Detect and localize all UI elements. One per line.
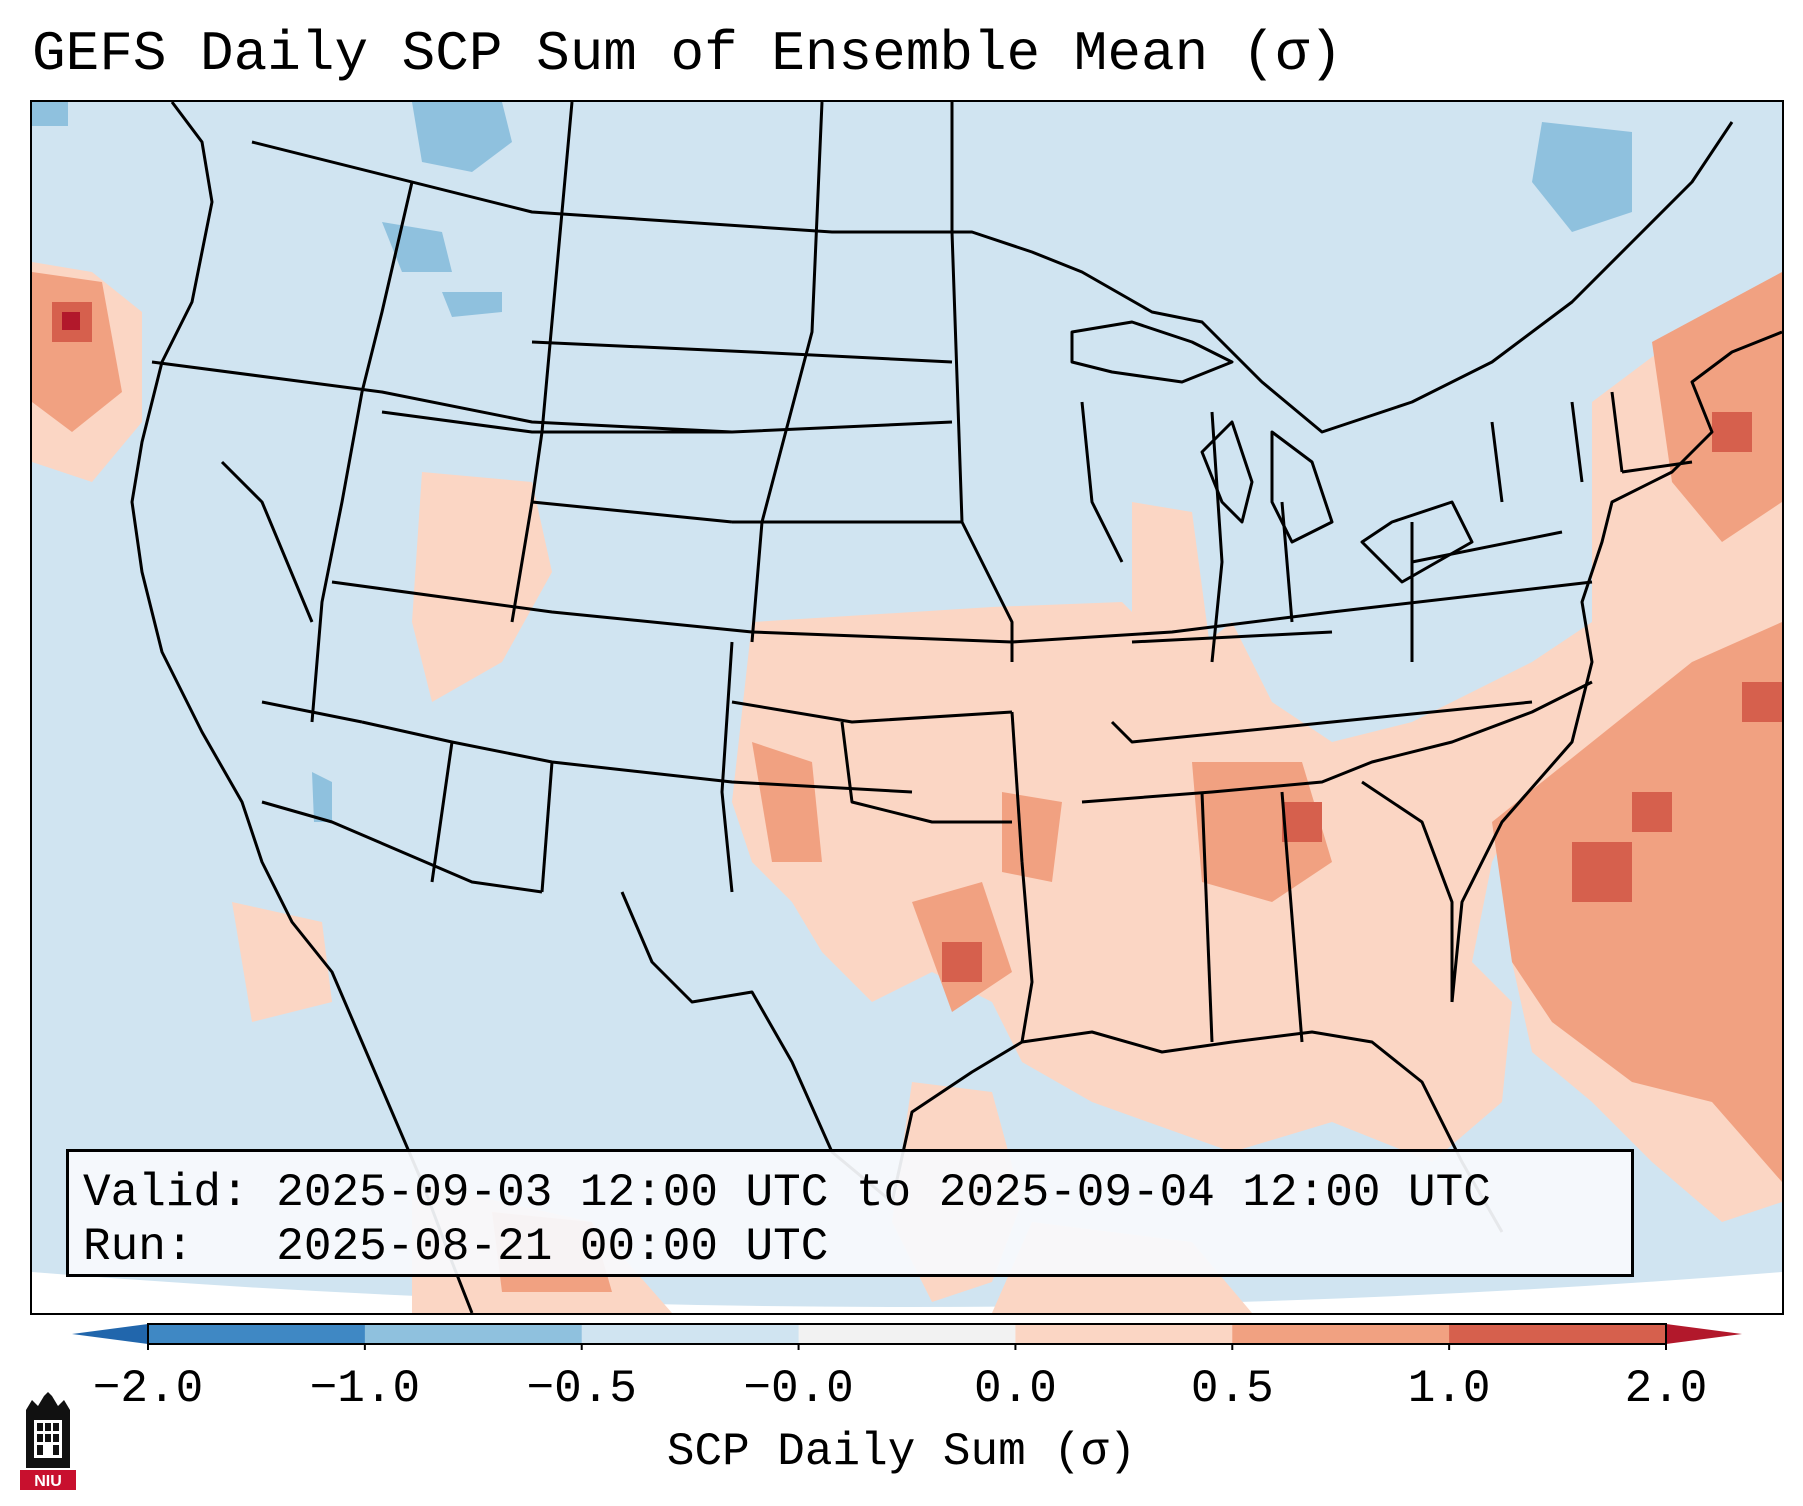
- negative-anomaly-medium: [32, 102, 1632, 822]
- colorbar-segment: [1449, 1324, 1667, 1344]
- colorbar-tick-label: 0.0: [974, 1363, 1057, 1415]
- colorbar-segments: [148, 1324, 1667, 1344]
- colorbar-tick-label: 2.0: [1624, 1363, 1708, 1415]
- colorbar-tick-label: −0.0: [743, 1363, 854, 1415]
- colorbar-tick-marks: [147, 1344, 1667, 1350]
- valid-value: 2025-09-03 12:00 UTC to 2025-09-04 12:00…: [276, 1167, 1491, 1219]
- colorbar-segment: [1232, 1324, 1450, 1344]
- run-value: 2025-08-21 00:00 UTC: [276, 1221, 829, 1273]
- run-label: Run:: [83, 1221, 194, 1273]
- colorbar-extend-high: [1666, 1324, 1742, 1344]
- colorbar-tick-label: −1.0: [309, 1363, 421, 1415]
- niu-logo: NIU: [20, 1392, 76, 1490]
- colorbar-tick-label: −2.0: [92, 1363, 204, 1415]
- niu-logo-text: NIU: [34, 1473, 62, 1490]
- valid-label: Valid:: [83, 1167, 249, 1219]
- colorbar-segment: [148, 1324, 366, 1344]
- colorbar-segment: [364, 1324, 583, 1344]
- map-title: GEFS Daily SCP Sum of Ensemble Mean (σ): [32, 22, 1343, 86]
- colorbar-tick-label: 1.0: [1407, 1363, 1491, 1415]
- positive-anomaly-peak: [62, 312, 80, 330]
- colorbar-segment: [1015, 1324, 1233, 1344]
- positive-anomaly-strong: [52, 302, 1782, 982]
- colorbar-segment: [581, 1324, 800, 1344]
- colorbar-extend-low: [72, 1324, 148, 1344]
- colorbar-segment: [798, 1324, 1016, 1344]
- colorbar-tick-label: −0.5: [526, 1363, 637, 1415]
- colorbar-label: SCP Daily Sum (σ): [666, 1426, 1137, 1478]
- map-panel: [30, 100, 1784, 1315]
- scp-map: [32, 102, 1782, 1313]
- state-borders: [130, 102, 1782, 1313]
- colorbar: [72, 1323, 1742, 1350]
- valid-run-info-box: Valid: 2025-09-03 12:00 UTC to 2025-09-0…: [66, 1149, 1634, 1277]
- colorbar-outline: [147, 1323, 1667, 1345]
- colorbar-tick-label: 0.5: [1190, 1363, 1274, 1415]
